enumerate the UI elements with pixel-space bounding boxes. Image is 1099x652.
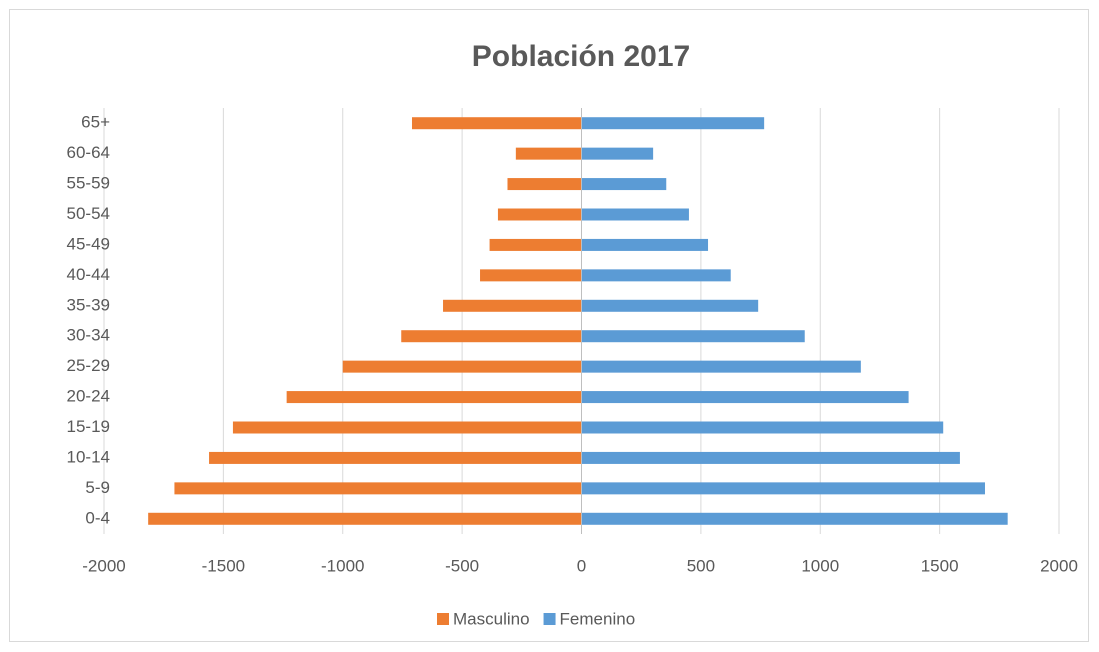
legend-swatch	[437, 613, 449, 625]
bar	[581, 421, 944, 434]
bar	[507, 178, 582, 191]
bar	[286, 391, 582, 404]
y-tick-label: 60-64	[67, 143, 110, 162]
y-tick-label: 45-49	[67, 234, 110, 253]
x-tick-label: 0	[577, 556, 586, 575]
y-tick-label: 0-4	[85, 508, 110, 527]
chart-title: Población 2017	[472, 40, 690, 73]
y-tick-label: 20-24	[67, 387, 110, 406]
x-tick-label: 1500	[921, 556, 959, 575]
y-tick-label: 5-9	[85, 478, 110, 497]
x-tick-label: -1000	[321, 556, 364, 575]
bar	[209, 451, 582, 464]
bar	[581, 238, 709, 251]
bar	[581, 451, 960, 464]
bar	[581, 360, 861, 373]
bar	[497, 208, 582, 221]
bar	[581, 299, 759, 312]
bar	[581, 117, 765, 130]
x-tick-label: -500	[445, 556, 479, 575]
legend-label: Femenino	[560, 609, 636, 628]
y-tick-label: 50-54	[67, 204, 110, 223]
y-tick-label: 15-19	[67, 417, 110, 436]
bar	[148, 512, 582, 525]
y-tick-label: 30-34	[67, 326, 110, 345]
bar	[411, 117, 582, 130]
legend-label: Masculino	[453, 609, 530, 628]
x-tick-label: 1000	[801, 556, 839, 575]
bar	[489, 238, 582, 251]
bar	[480, 269, 582, 282]
y-tick-label: 55-59	[67, 174, 110, 193]
bar	[581, 178, 667, 191]
bar	[581, 512, 1008, 525]
bar	[581, 330, 805, 343]
bar	[581, 482, 985, 495]
x-tick-label: 2000	[1040, 556, 1078, 575]
bar	[342, 360, 582, 373]
bar	[232, 421, 582, 434]
chart-frame	[9, 9, 1089, 642]
bar	[443, 299, 582, 312]
y-tick-label: 65+	[81, 113, 110, 132]
bar	[515, 147, 582, 160]
bar	[174, 482, 582, 495]
bar	[581, 269, 731, 282]
bar	[401, 330, 582, 343]
bar	[581, 391, 909, 404]
y-tick-label: 25-29	[67, 356, 110, 375]
y-tick-label: 35-39	[67, 295, 110, 314]
x-tick-label: 500	[687, 556, 715, 575]
x-tick-label: -1500	[202, 556, 245, 575]
legend-swatch	[543, 613, 556, 625]
y-tick-label: 40-44	[67, 265, 110, 284]
bar	[581, 208, 689, 221]
y-tick-label: 10-14	[67, 447, 110, 466]
x-tick-label: -2000	[82, 556, 125, 575]
bar	[581, 147, 654, 160]
